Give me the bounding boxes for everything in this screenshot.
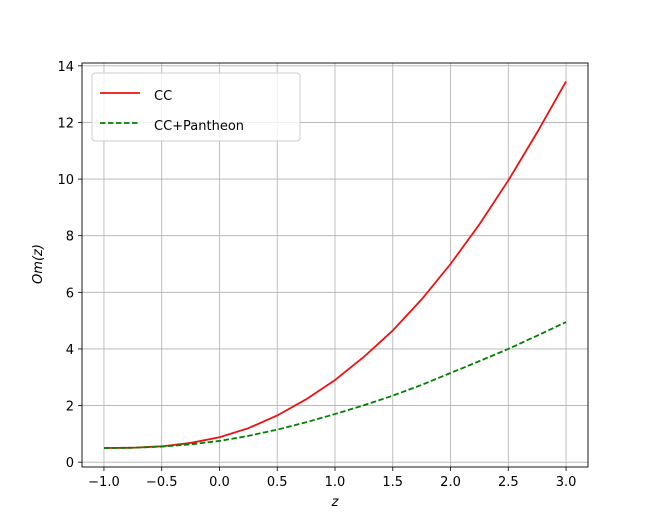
- x-tick-label: 2.0: [440, 475, 461, 490]
- y-axis-label: Om(z): [31, 244, 46, 284]
- y-tick-label: 12: [57, 116, 74, 131]
- x-tick-label: 2.5: [498, 475, 519, 490]
- plot-frame: [81, 62, 589, 468]
- x-tick-label: 0.0: [209, 475, 230, 490]
- y-tick-label: 0: [66, 456, 74, 471]
- x-tick-label: 1.0: [325, 475, 346, 490]
- y-tick-label: 10: [57, 173, 74, 188]
- x-tick-label: 0.5: [267, 475, 288, 490]
- x-tick-label: −0.5: [146, 475, 178, 490]
- x-tick-label: 3.0: [556, 475, 577, 490]
- y-tick-label: 8: [66, 230, 74, 245]
- x-axis-label: z: [331, 495, 340, 510]
- y-tick-label: 4: [66, 343, 74, 358]
- legend-box: [91, 72, 301, 142]
- y-tick-label: 6: [66, 286, 74, 301]
- line-series: [103, 321, 567, 449]
- y-tick-label: 2: [66, 400, 74, 415]
- legend: CC CC+Pantheon: [91, 72, 301, 142]
- legend-label: CC+Pantheon: [154, 119, 244, 134]
- legend-label: CC: [154, 89, 172, 104]
- y-tick-label: 14: [57, 60, 74, 75]
- x-tick-label: −1.0: [88, 475, 120, 490]
- x-tick-label: 1.5: [382, 475, 403, 490]
- line-series: [103, 80, 567, 449]
